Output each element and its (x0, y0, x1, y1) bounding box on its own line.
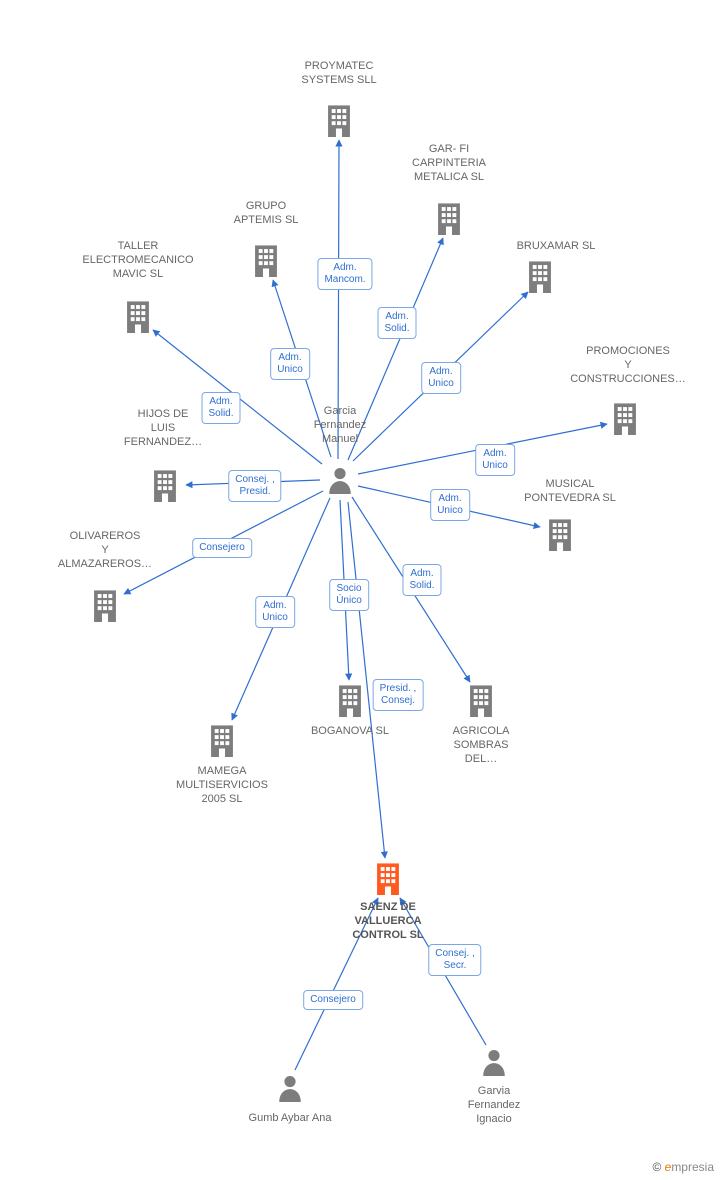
edge-label: Adm. Solid. (201, 392, 240, 424)
person-icon (481, 1048, 507, 1076)
node-label: BOGANOVA SL (311, 725, 389, 739)
building-icon (610, 401, 640, 435)
person-icon (327, 466, 353, 494)
node-label: Gumb Aybar Ana (249, 1112, 332, 1126)
building-icon (434, 201, 464, 235)
edge-label: Adm. Solid. (377, 307, 416, 339)
building-icon (150, 468, 180, 502)
footer-credit: © empresia (652, 1160, 714, 1174)
node-label: PROMOCIONES Y CONSTRUCCIONES… (570, 345, 686, 386)
node-label: MUSICAL PONTEVEDRA SL (524, 478, 616, 506)
node-label: GRUPO APTEMIS SL (234, 200, 299, 228)
edge-label: Socio Único (329, 579, 369, 611)
node-label: HIJOS DE LUIS FERNANDEZ… (124, 408, 202, 449)
edge-label: Adm. Unico (270, 348, 310, 380)
edge-label: Adm. Unico (421, 362, 461, 394)
building-icon (335, 683, 365, 717)
building-icon (466, 683, 496, 717)
edge-label: Adm. Unico (430, 489, 470, 521)
brand-rest: mpresia (671, 1160, 714, 1174)
building-icon (373, 861, 403, 895)
edge-label: Consej. , Presid. (228, 470, 281, 502)
edge-label: Consejero (303, 990, 363, 1010)
node-label: AGRICOLA SOMBRAS DEL… (453, 725, 510, 766)
building-icon (251, 243, 281, 277)
building-icon (123, 299, 153, 333)
node-label: Garcia Fernandez Manuel (314, 405, 367, 446)
building-icon (324, 103, 354, 137)
building-icon (525, 259, 555, 293)
node-label: MAMEGA MULTISERVICIOS 2005 SL (176, 765, 268, 806)
person-icon (277, 1074, 303, 1102)
edge-label: Adm. Unico (255, 596, 295, 628)
edge-label: Adm. Solid. (402, 564, 441, 596)
building-icon (545, 517, 575, 551)
node-label: BRUXAMAR SL (517, 240, 596, 254)
edge-label: Adm. Mancom. (317, 258, 372, 290)
edge-label: Adm. Unico (475, 444, 515, 476)
node-label: SAENZ DE VALLUERCA CONTROL SL (352, 901, 423, 942)
edge-label: Consej. , Secr. (428, 944, 481, 976)
building-icon (90, 588, 120, 622)
node-label: PROYMATEC SYSTEMS SLL (301, 60, 376, 88)
node-label: TALLER ELECTROMECANICO MAVIC SL (82, 240, 193, 281)
edge-label: Consejero (192, 538, 252, 558)
node-label: OLIVAREROS Y ALMAZAREROS… (58, 530, 152, 571)
building-icon (207, 723, 237, 757)
copyright-symbol: © (652, 1160, 661, 1174)
edge-label: Presid. , Consej. (373, 679, 424, 711)
node-label: GAR- FI CARPINTERIA METALICA SL (412, 143, 486, 184)
node-label: Garvia Fernandez Ignacio (468, 1085, 521, 1126)
